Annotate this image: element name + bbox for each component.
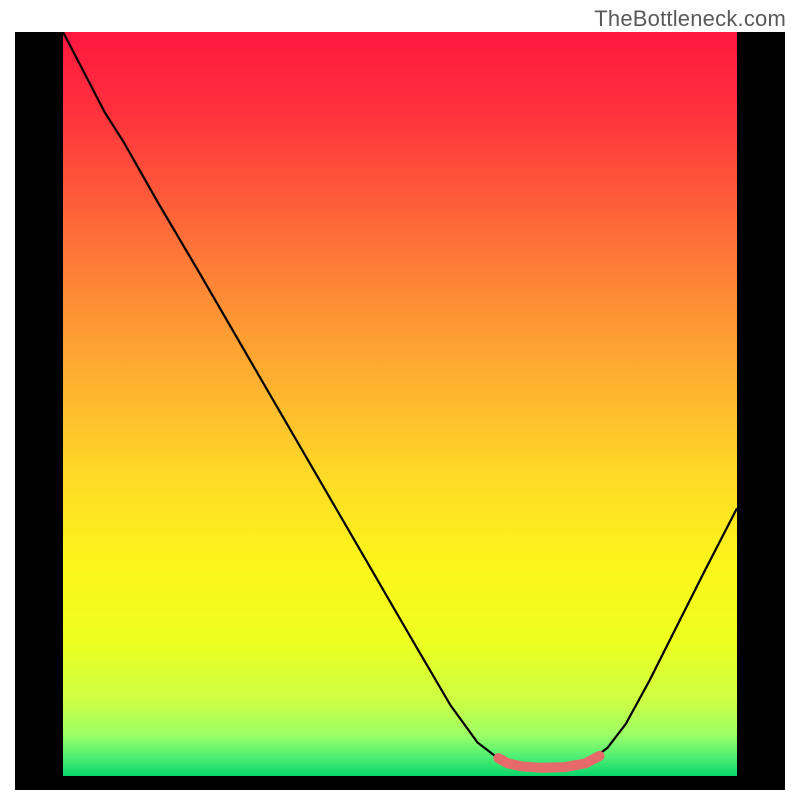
bottleneck-curve — [63, 32, 737, 768]
watermark-text: TheBottleneck.com — [594, 6, 786, 32]
valley-highlight — [498, 756, 599, 768]
canvas: TheBottleneck.com — [0, 0, 800, 800]
curve-layer — [63, 32, 737, 776]
